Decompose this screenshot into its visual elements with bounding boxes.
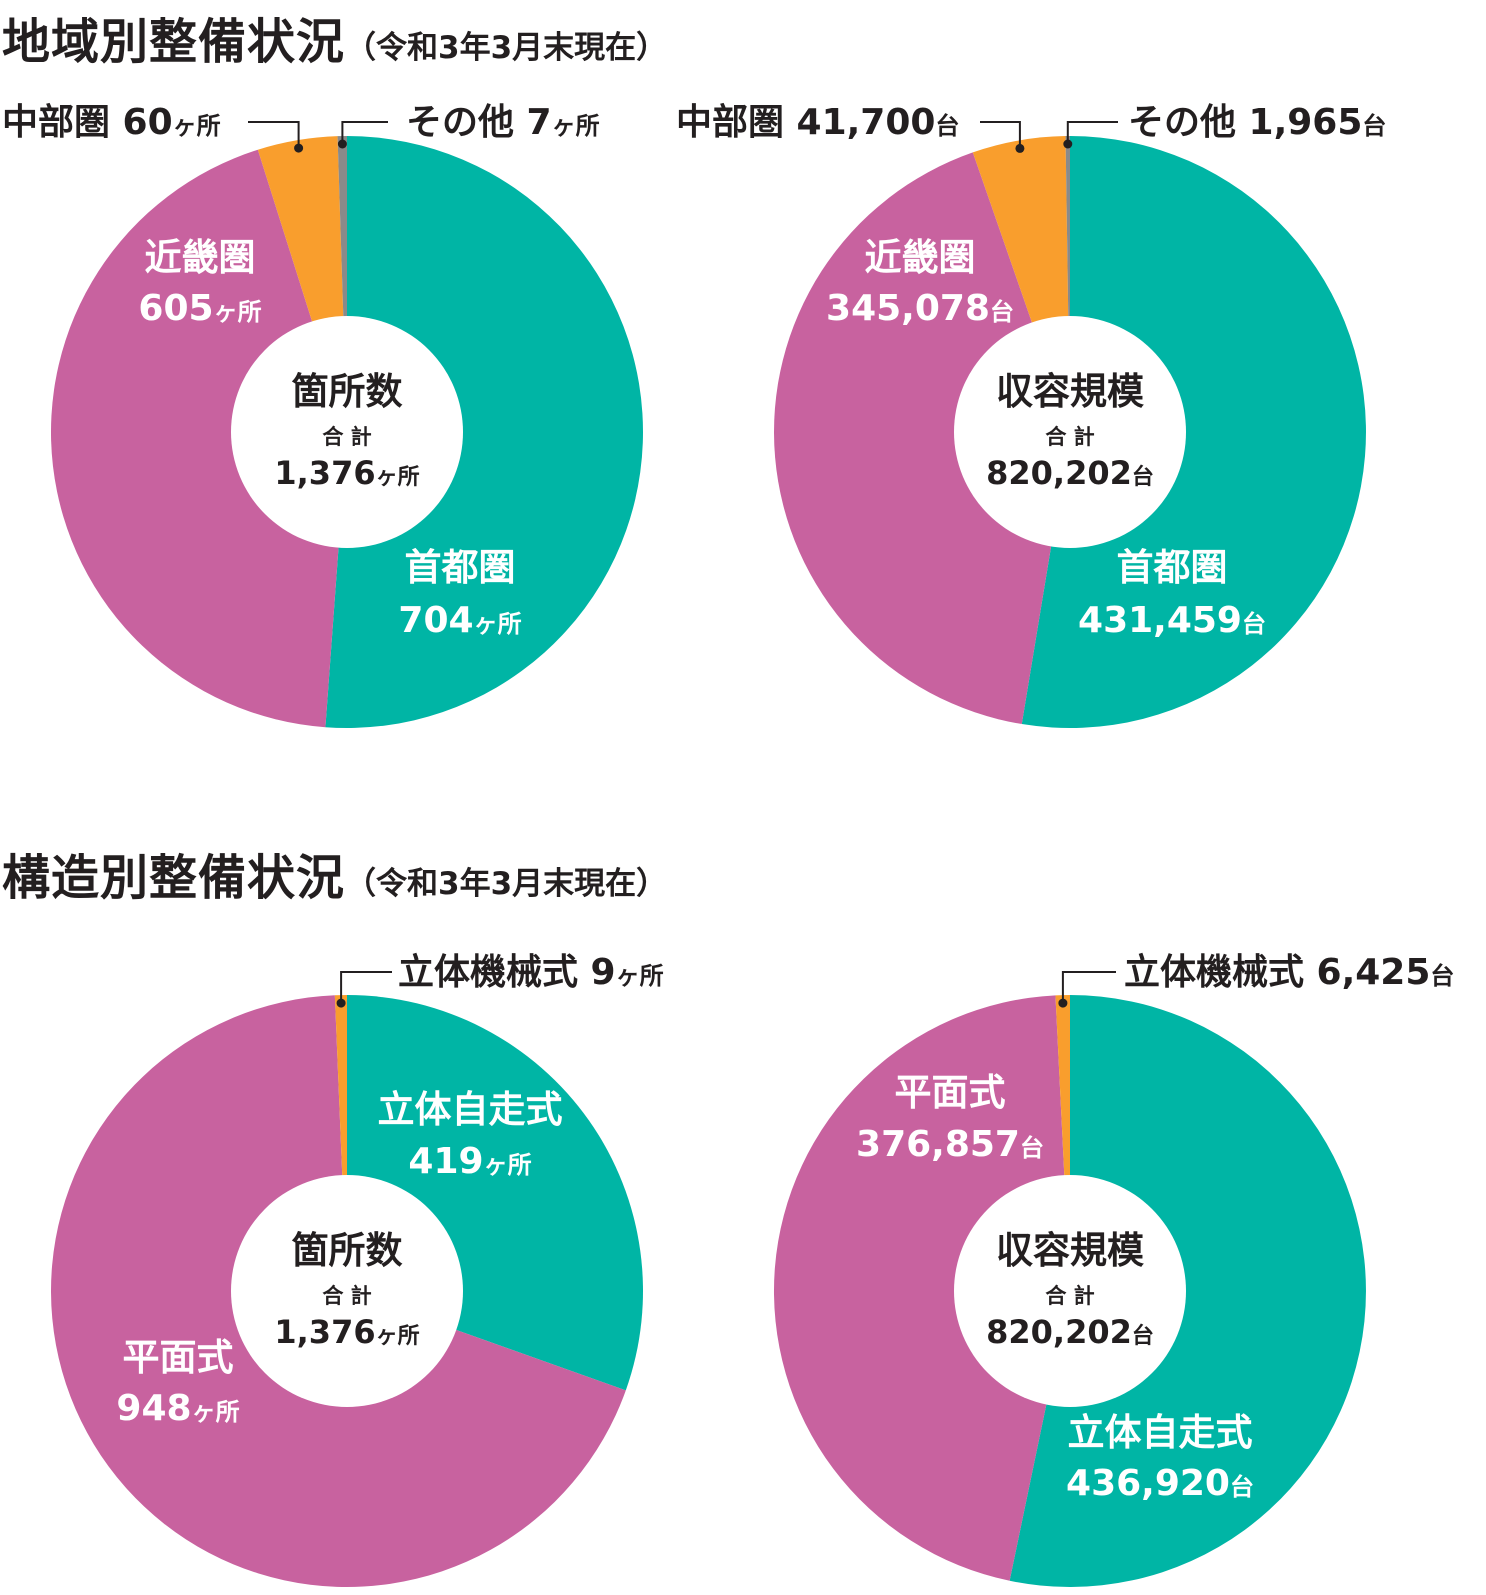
pie-slice-1	[1009, 995, 1366, 1588]
callout-label: その他 1,965台	[1128, 102, 1386, 143]
slice-label-value: 704ヶ所	[398, 600, 521, 641]
callout-dot	[1058, 998, 1068, 1008]
center-title: 箇所数	[292, 1229, 403, 1272]
slice-label-name: 近畿圏	[865, 236, 976, 279]
callout-leader-line	[980, 121, 1021, 149]
section-title-region: 地域別整備状況（令和3年3月末現在）	[2, 2, 667, 72]
pie-slice-2	[50, 149, 347, 728]
donut-hole	[231, 1175, 463, 1407]
slice-label-value: 948ヶ所	[116, 1388, 239, 1429]
slice-label-value: 376,857台	[856, 1124, 1044, 1165]
slice-label-name: 首都圏	[1117, 546, 1228, 589]
callout-label: 中部圏 41,700台	[676, 102, 959, 143]
slice-label-value: 436,920台	[1066, 1463, 1254, 1504]
callout-leader-line	[1066, 121, 1118, 144]
center-title: 収容規模	[996, 370, 1144, 413]
center-total: 820,202台	[986, 1313, 1154, 1351]
donut-hole	[231, 316, 463, 548]
callout-dot	[1015, 143, 1025, 153]
center-subtitle: 合 計	[1045, 1284, 1094, 1308]
slice-label-value: 345,078台	[826, 288, 1014, 329]
center-total: 1,376ヶ所	[274, 454, 419, 492]
center-subtitle: 合 計	[1045, 425, 1094, 449]
callout-label: 中部圏 60ヶ所	[2, 102, 221, 143]
center-total: 1,376ヶ所	[274, 1313, 419, 1351]
section-subtitle: （令和3年3月末現在）	[345, 866, 668, 902]
center-title: 収容規模	[996, 1229, 1144, 1272]
callout-label: 立体機械式 9ヶ所	[398, 952, 664, 993]
center-subtitle: 合 計	[322, 1284, 371, 1308]
slice-label-name: 平面式	[895, 1071, 1006, 1114]
pie-slice-2	[774, 152, 1070, 725]
slice-label-value: 419ヶ所	[408, 1141, 531, 1182]
slice-label-name: 立体自走式	[1068, 1411, 1253, 1454]
callout-dot	[337, 139, 347, 149]
donut-chart-3	[50, 971, 643, 1588]
callout-leader-line	[341, 121, 388, 144]
donut-chart-2	[774, 121, 1366, 729]
center-total: 820,202台	[986, 454, 1154, 492]
callout-label: その他 7ヶ所	[406, 102, 600, 143]
center-title: 箇所数	[292, 370, 403, 413]
slice-label-value: 431,459台	[1078, 600, 1266, 641]
slice-label-name: 立体自走式	[378, 1088, 563, 1131]
section-title-text: 地域別整備状況	[2, 14, 346, 70]
callout-dot	[336, 998, 346, 1008]
donut-chart-4	[773, 971, 1366, 1588]
slice-label-name: 首都圏	[405, 546, 516, 589]
callout-dot	[1063, 139, 1073, 149]
callout-leader-line	[248, 121, 300, 149]
slice-label-name: 平面式	[123, 1336, 234, 1379]
donut-chart-1	[50, 121, 644, 728]
section-subtitle: （令和3年3月末現在）	[345, 30, 668, 66]
donut-hole	[954, 1175, 1186, 1407]
callout-dot	[294, 143, 304, 153]
section-title-structure: 構造別整備状況（令和3年3月末現在）	[2, 838, 667, 908]
pie-slice-1	[325, 136, 644, 728]
callout-leader-line	[1061, 971, 1116, 1004]
slice-label-name: 近畿圏	[145, 236, 256, 279]
pie-slice-2	[773, 995, 1070, 1581]
callout-leader-line	[340, 971, 392, 1004]
slice-label-value: 605ヶ所	[138, 288, 261, 329]
center-subtitle: 合 計	[322, 425, 371, 449]
donut-hole	[954, 316, 1186, 548]
section-title-text: 構造別整備状況	[2, 850, 346, 906]
pie-slice-1	[1021, 136, 1366, 729]
callout-label: 立体機械式 6,425台	[1124, 952, 1454, 993]
